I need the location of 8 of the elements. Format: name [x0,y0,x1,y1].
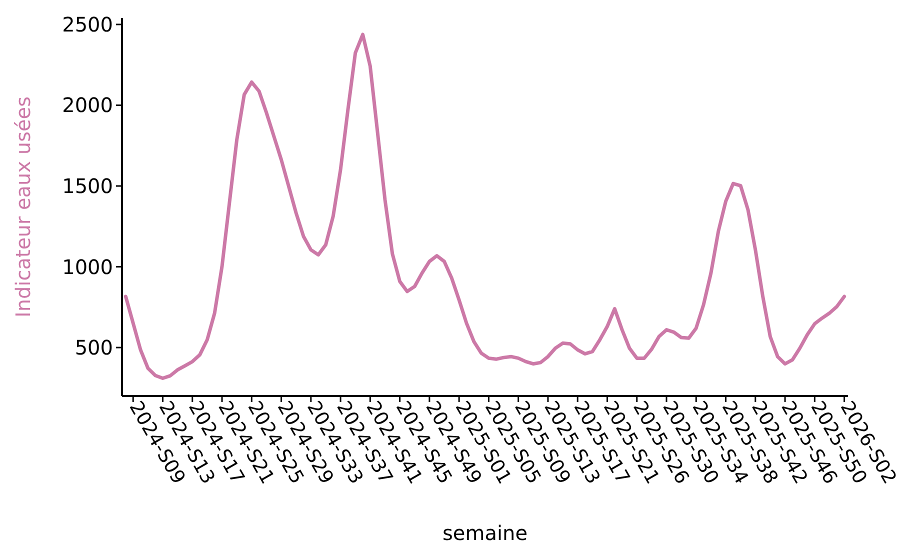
y-tick-label: 2000 [62,93,113,118]
line-series [124,32,846,380]
y-tick-label: 1000 [62,254,113,279]
y-axis-title: Indicateur eaux usées [11,96,35,318]
y-tick-label: 500 [74,336,113,360]
y-tick-label: 1500 [62,174,113,198]
y-tick-label: 2500 [62,12,113,36]
x-axis-title: semaine [442,521,528,545]
